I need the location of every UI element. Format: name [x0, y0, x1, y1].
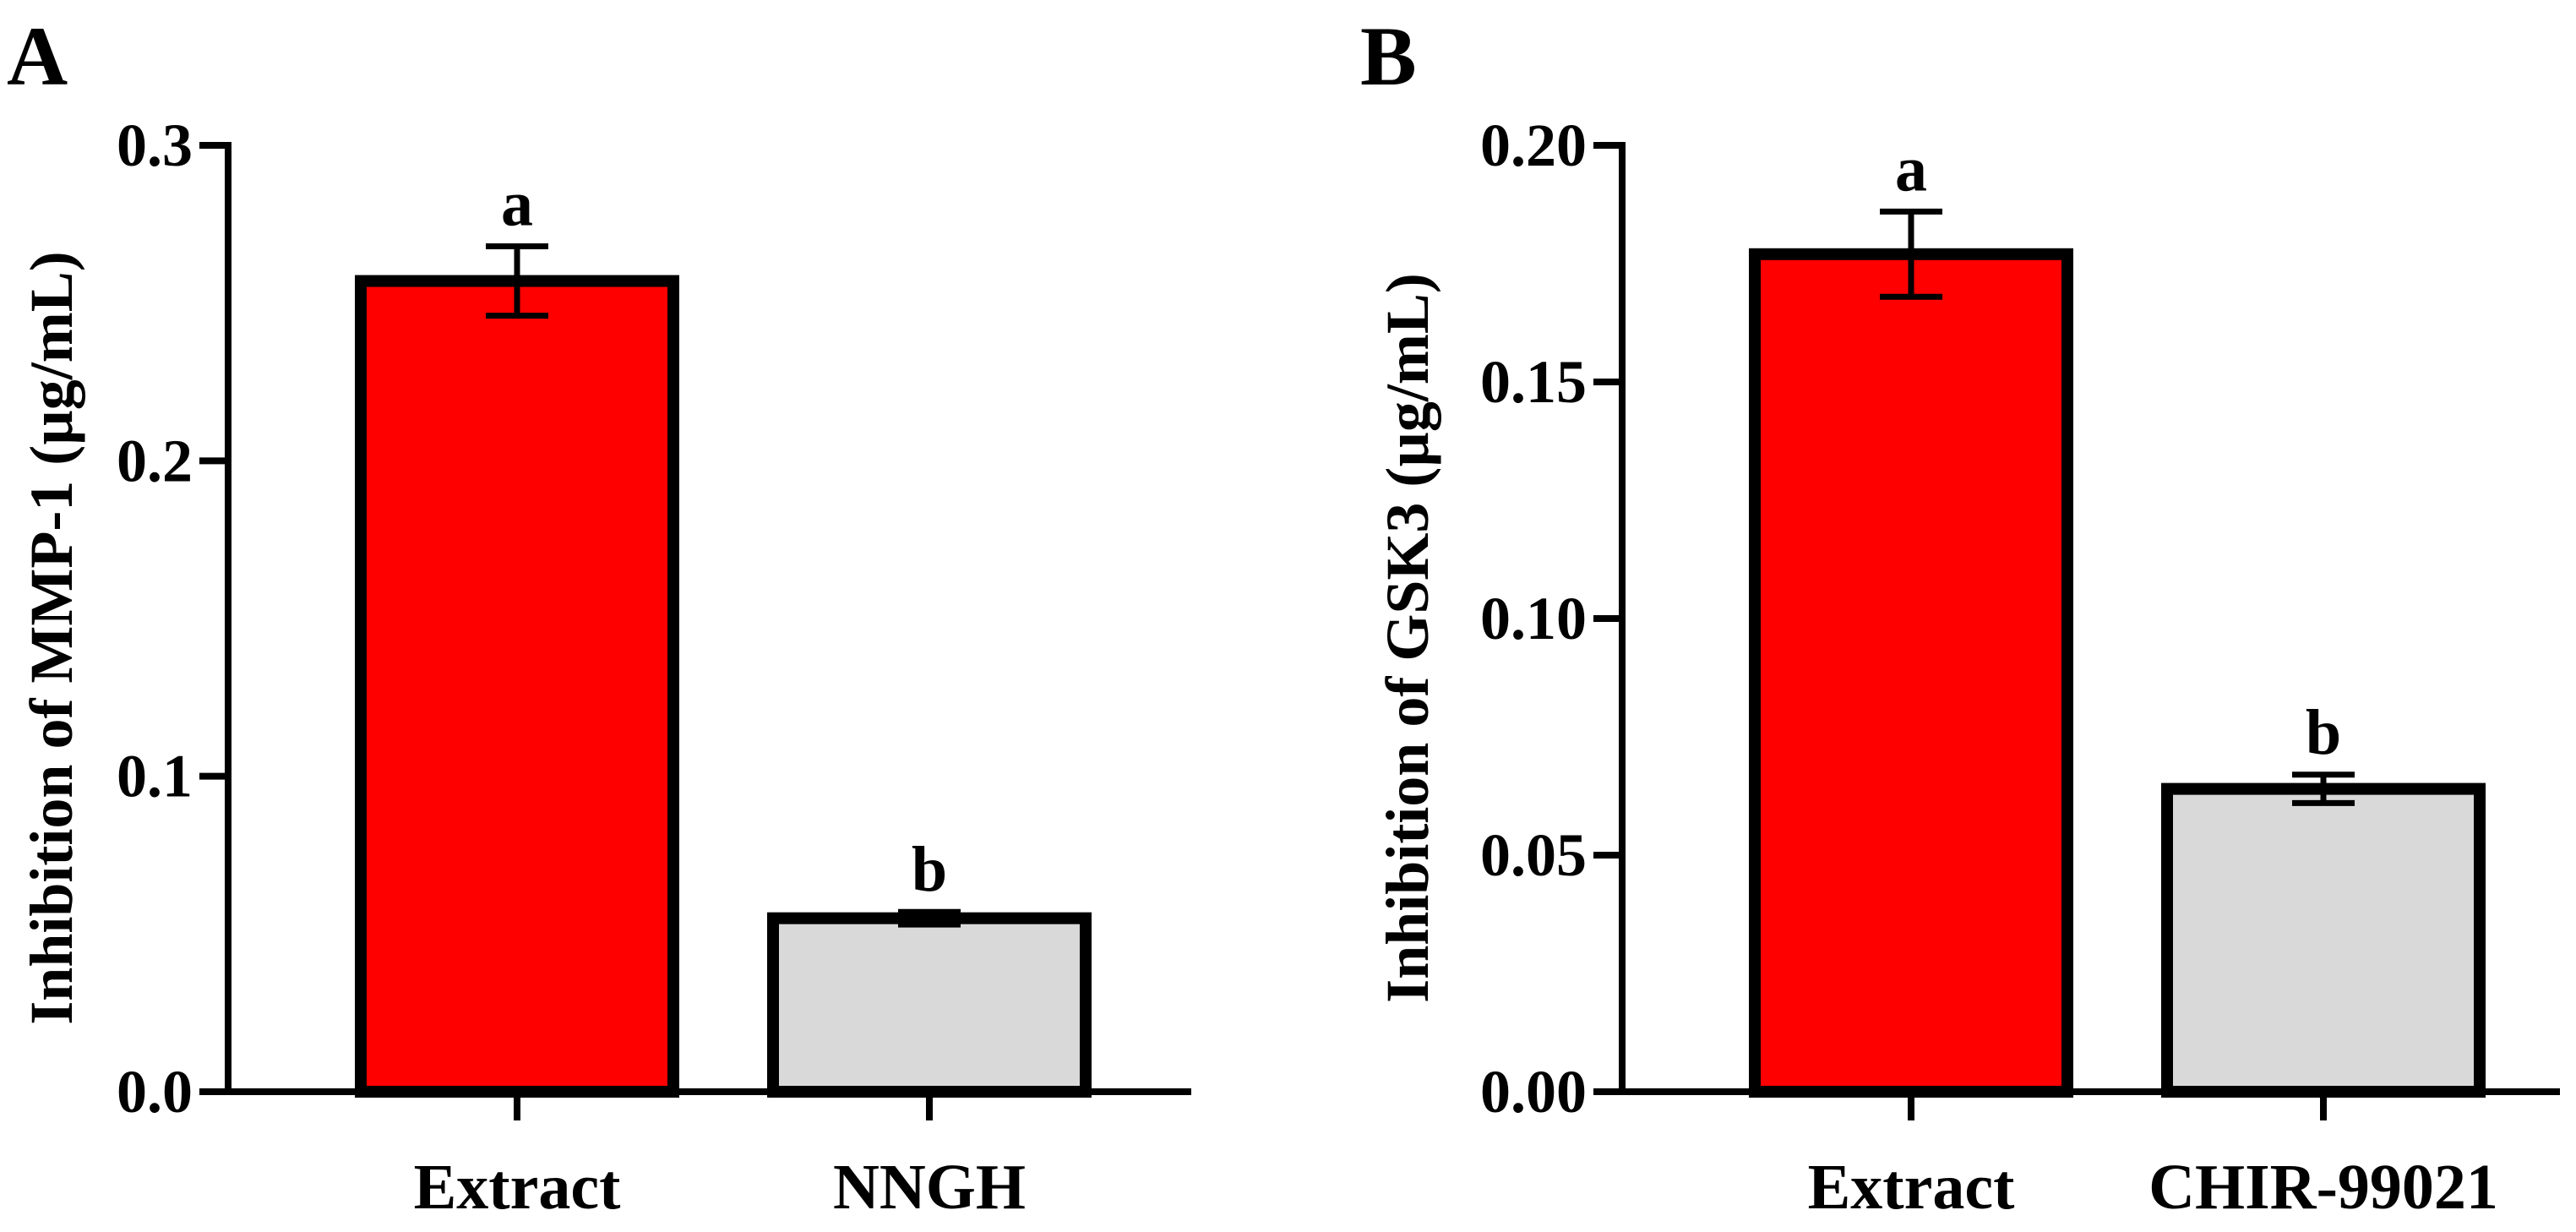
panel-a: A Inhibition of MMP-1 (µg/mL) 0.00.10.20… [7, 9, 1191, 1223]
panel-a-y-tick-label: 0.1 [117, 743, 193, 810]
panel-a-x-tick-label: NNGH [833, 1152, 1026, 1223]
panel-b-y-tick-label: 0.20 [1480, 112, 1587, 179]
panel-b-y-tick-label: 0.10 [1480, 585, 1587, 652]
panel-a-label: A [7, 9, 68, 103]
panel-b: B Inhibition of GSK3 (µg/mL) 0.00 0.05 0.1… [1360, 9, 2560, 1223]
panel-b-label: B [1360, 9, 1417, 103]
panel-a-bar-extract [355, 275, 679, 1098]
panel-a-significance-letter: b [912, 834, 947, 905]
panel-b-significance-letter: b [2306, 697, 2341, 768]
panel-b-y-axis-label: Inhibition of GSK3 (µg/mL) [1374, 273, 1441, 1003]
panel-b-significance-letter: a [1895, 134, 1927, 204]
panel-a-y-tick-label: 0.0 [117, 1058, 193, 1126]
panel-a-y-axis-label: Inhibition of MMP-1 (µg/mL) [18, 251, 85, 1024]
panel-b-x-tick-label: Extract [1808, 1152, 2015, 1223]
panel-a-y-tick-label: 0.3 [117, 112, 193, 179]
panel-b-bar-extract [1749, 248, 2073, 1098]
panel-b-y-tick-label: 0.00 [1480, 1058, 1587, 1126]
panel-a-marks: 0.0 0.1 0.2 0.3 a Extract b NNGH [117, 112, 1191, 1223]
panel-a-bar-nngh [767, 912, 1092, 1098]
panel-b-bar-chir-99021 [2161, 782, 2486, 1098]
panel-a-significance-letter: a [501, 168, 533, 239]
panel-a-y-tick-label: 0.2 [117, 427, 193, 494]
panel-a-x-tick-label: Extract [414, 1152, 621, 1223]
panel-b-x-tick-label: CHIR-99021 [2148, 1152, 2498, 1223]
panel-b-y-tick-label: 0.05 [1480, 821, 1587, 889]
panel-b-marks: 0.00 0.05 0.10 0.15 0.20 a Extract b CHIR-99021 [1480, 112, 2560, 1223]
panel-b-y-tick-label: 0.15 [1480, 348, 1587, 416]
